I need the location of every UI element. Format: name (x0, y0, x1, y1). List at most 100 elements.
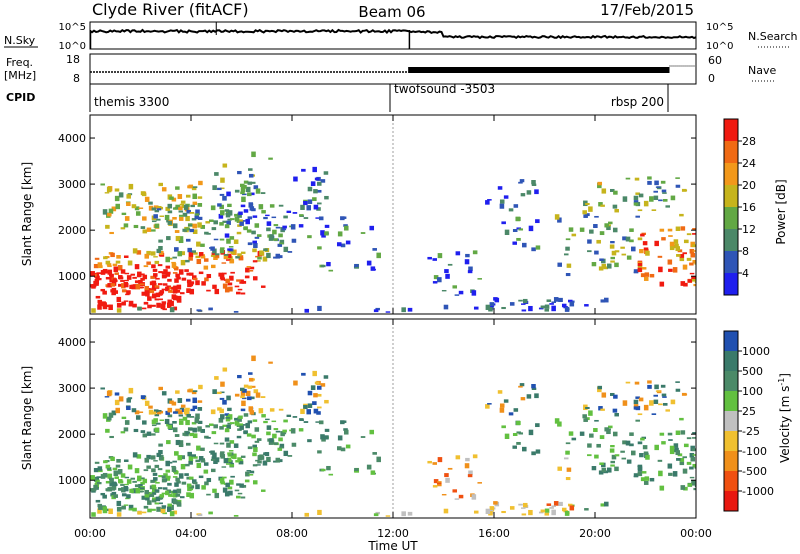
power-cell (255, 255, 260, 258)
velocity-cell (227, 452, 232, 455)
power-cell (252, 260, 258, 263)
power-cell (240, 191, 245, 195)
power-cell (508, 208, 514, 212)
velocity-cell (493, 501, 498, 505)
velocity-ytick-label: 3000 (58, 382, 86, 395)
power-cell (138, 279, 143, 285)
power-cell (665, 205, 671, 208)
velocity-colorbar-tick-label: -500 (742, 465, 767, 478)
velocity-cell (565, 442, 571, 445)
velocity-cell (168, 490, 174, 494)
power-cell (158, 239, 163, 243)
power-cell (117, 265, 123, 271)
power-cell (259, 250, 264, 256)
velocity-cell (225, 417, 230, 419)
power-cell (317, 246, 322, 250)
power-cell (222, 163, 228, 168)
velocity-cell (172, 499, 178, 505)
power-cell (566, 263, 572, 268)
power-cell (633, 269, 639, 274)
velocity-cell (304, 512, 310, 517)
velocity-cell (100, 492, 106, 496)
power-cell (249, 206, 255, 211)
power-cell (606, 263, 612, 269)
power-cell (249, 266, 255, 270)
velocity-cell (153, 418, 158, 423)
power-cell (97, 278, 102, 281)
velocity-cell (675, 450, 681, 456)
power-cell (437, 253, 443, 259)
velocity-cell (633, 406, 639, 410)
velocity-cell (154, 502, 160, 505)
power-cell (211, 252, 217, 257)
power-cell (558, 297, 563, 303)
power-cell (637, 237, 643, 241)
power-cell (217, 203, 222, 207)
nsky-panel: N.Sky 10^5 10^0 10^5 10^0 N.Search (4, 21, 798, 52)
velocity-cell (512, 433, 518, 436)
velocity-cell (180, 404, 186, 408)
power-cell (180, 251, 186, 256)
velocity-cell (103, 460, 108, 464)
power-cell (188, 272, 194, 276)
power-cell (146, 261, 151, 265)
velocity-cell (317, 450, 322, 454)
power-cell (153, 214, 158, 219)
velocity-cell (658, 403, 663, 406)
velocity-cell (224, 437, 230, 442)
power-cell (185, 259, 190, 263)
power-cell (165, 256, 170, 263)
power-cell (432, 281, 438, 284)
velocity-cell (194, 417, 200, 422)
power-cell (102, 209, 108, 215)
nave-tick-bottom: 0 (708, 72, 715, 85)
velocity-cell (140, 482, 145, 485)
power-cell (197, 216, 203, 220)
x-tick-label: 20:00 (579, 527, 611, 540)
velocity-cell (142, 478, 148, 484)
power-cell (307, 199, 313, 204)
power-cell (324, 195, 329, 200)
power-cell (132, 276, 137, 279)
velocity-cell (205, 425, 210, 428)
cpid-segment-rbsp: rbsp 200 (611, 95, 664, 109)
velocity-cell (227, 414, 233, 420)
velocity-cell (441, 493, 447, 496)
velocity-cell (245, 422, 250, 429)
velocity-cell (467, 474, 473, 478)
velocity-cell (128, 508, 134, 511)
power-cell (549, 303, 554, 305)
power-cell (116, 302, 122, 308)
power-cell (303, 217, 309, 219)
power-colorbar-tick-label: 20 (742, 179, 756, 192)
velocity-cell (185, 398, 191, 402)
power-cell (178, 206, 183, 211)
power-cell (210, 254, 216, 257)
power-cell (187, 185, 192, 189)
power-cell (257, 256, 262, 260)
power-cell (97, 262, 103, 267)
power-cell (110, 289, 115, 293)
velocity-cell (584, 508, 589, 511)
power-cell (149, 289, 155, 293)
velocity-heatmap (90, 319, 696, 518)
velocity-cell (107, 487, 112, 492)
velocity-cell (142, 433, 148, 438)
power-cell (227, 203, 232, 208)
velocity-cell (178, 473, 184, 479)
velocity-cell (633, 475, 639, 478)
power-cell (169, 307, 175, 313)
power-cell (141, 291, 147, 296)
power-colorbar-tick-label: 8 (742, 245, 749, 258)
power-cell (230, 250, 236, 255)
velocity-cell (686, 437, 692, 440)
velocity-cell (186, 476, 191, 480)
velocity-cell (161, 505, 167, 508)
power-cell (137, 307, 142, 311)
velocity-cell (557, 421, 562, 427)
velocity-cell (340, 447, 346, 452)
power-cell (118, 192, 124, 198)
velocity-cell (488, 511, 493, 516)
power-cell (345, 240, 351, 245)
